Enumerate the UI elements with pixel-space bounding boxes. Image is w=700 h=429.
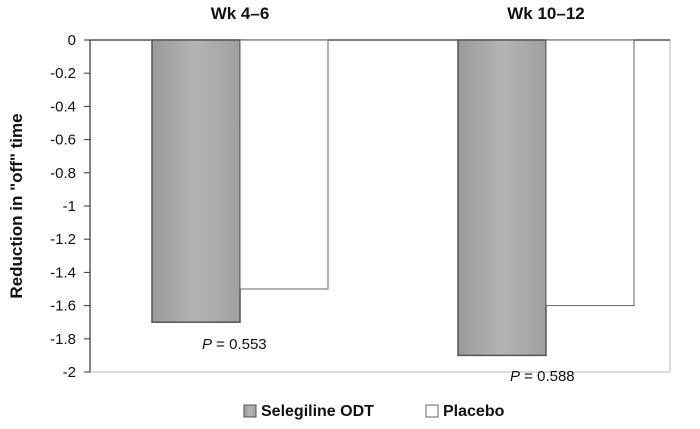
p-value-label: P = 0.553: [202, 336, 267, 353]
y-axis-title: Reduction in "off" time: [7, 113, 26, 298]
p-value-label: P = 0.588: [510, 368, 575, 385]
legend-swatch-placebo: [425, 404, 439, 418]
bar-selegiline-2: [457, 39, 547, 357]
y-tick-label: -2: [63, 364, 76, 381]
y-tick-label: -1.2: [50, 231, 76, 248]
bar-selegiline-1: [151, 39, 241, 323]
legend-label: Selegiline ODT: [261, 403, 374, 420]
category-label: Wk 10–12: [507, 4, 585, 23]
bar-series: [151, 39, 635, 357]
legend: Selegiline ODT Placebo: [243, 403, 505, 420]
legend-label: Placebo: [443, 403, 505, 420]
bar-placebo-2: [545, 39, 635, 307]
y-tick-label: -0.8: [50, 165, 76, 182]
y-tick-label: -1: [63, 198, 76, 215]
y-tick-label: -0.2: [50, 65, 76, 82]
y-axis-ticks: 0 -0.2 -0.4 -0.6 -0.8 -1 -1.2 -1.4 -1.6 -1.8 -2: [50, 32, 90, 381]
y-tick-label: -1.6: [50, 298, 76, 315]
y-tick-label: -0.4: [50, 98, 76, 115]
legend-swatch-selegiline: [243, 404, 257, 418]
y-tick-label: -1.4: [50, 264, 76, 281]
category-labels: Wk 4–6 Wk 10–12: [211, 4, 585, 23]
y-tick-label: -1.8: [50, 331, 76, 348]
category-label: Wk 4–6: [211, 4, 270, 23]
y-tick-label: 0: [68, 32, 76, 49]
y-tick-label: -0.6: [50, 132, 76, 149]
p-value-annotations: P = 0.553 P = 0.588: [202, 336, 575, 385]
bar-placebo-1: [239, 39, 329, 290]
